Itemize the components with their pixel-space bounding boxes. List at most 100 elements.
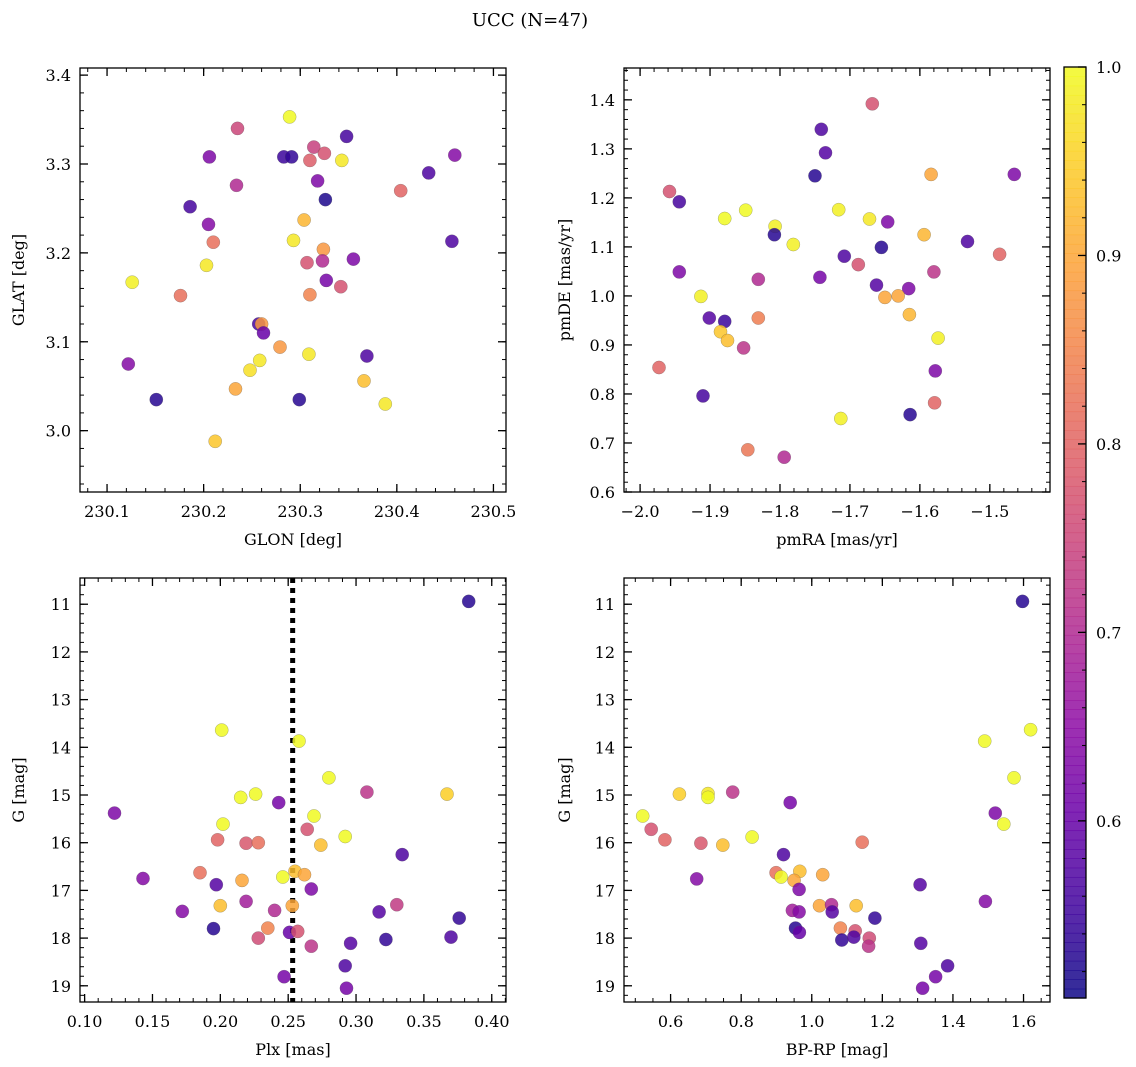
scatter-point — [878, 290, 892, 305]
scatter-point — [825, 905, 840, 919]
scatter-point — [725, 785, 740, 799]
x-tick-label: −1.6 — [900, 502, 939, 521]
scatter-point — [865, 97, 880, 111]
y-axis-label: G [mag] — [555, 757, 574, 822]
colorbar-segment — [1064, 755, 1086, 766]
y-tick-label: 18 — [51, 929, 71, 948]
colorbar-segment — [1064, 420, 1086, 431]
scatter-point — [339, 129, 354, 144]
colorbar-segment — [1064, 672, 1086, 683]
x-tick-label: 230.2 — [181, 502, 227, 521]
x-tick-label: 0.40 — [474, 1012, 510, 1031]
colorbar-segment — [1064, 709, 1086, 720]
scatter-point — [834, 411, 848, 426]
scatter-point — [672, 265, 687, 279]
y-tick-label: 3.2 — [46, 244, 71, 263]
scatter-point — [440, 787, 454, 801]
scatter-point — [252, 353, 267, 368]
colorbar-segment — [1064, 253, 1086, 264]
scatter-point — [357, 374, 371, 388]
x-tick-label: −1.7 — [831, 502, 870, 521]
scatter-point — [303, 153, 317, 168]
scatter-point — [927, 265, 941, 279]
scatter-point — [251, 835, 266, 850]
scatter-point — [868, 911, 882, 925]
colorbar-segment — [1064, 188, 1086, 198]
panel-plx-g: 0.10 0.15 0.20 0.25 0.30 0.35 0.40 11 12 13 14 15 16… — [51, 577, 510, 1031]
scatter-point — [267, 903, 282, 918]
colorbar-segment — [1064, 988, 1086, 999]
x-axis-label: GLON [deg] — [244, 530, 342, 549]
scatter-point — [913, 877, 927, 892]
colorbar-segment — [1064, 364, 1086, 375]
scatter-point — [229, 178, 244, 193]
colorbar-segment — [1064, 802, 1086, 813]
y-tick-label: 16 — [595, 834, 615, 853]
scatter-point — [917, 227, 931, 242]
colorbar-segment — [1064, 681, 1086, 692]
colorbar-segment — [1064, 932, 1086, 943]
colorbar-segment — [1064, 569, 1086, 580]
scatter-point — [292, 392, 307, 407]
scatter-point — [136, 871, 150, 886]
scatter-point — [202, 150, 217, 164]
scatter-point — [343, 936, 358, 951]
scatter-point — [285, 898, 300, 913]
colorbar-segment — [1064, 923, 1086, 934]
y-axis-label: GLAT [deg] — [9, 234, 28, 326]
x-axis-label: Plx [mas] — [255, 1040, 330, 1059]
y-tick-label: 15 — [595, 786, 615, 805]
colorbar-segment — [1064, 644, 1086, 655]
x-tick-label: 0.8 — [728, 1012, 753, 1031]
y-tick-label: 1.2 — [590, 189, 615, 208]
colorbar-segment — [1064, 411, 1086, 422]
colorbar-segment — [1064, 67, 1086, 77]
colorbar-segment — [1064, 876, 1086, 887]
colorbar-segment — [1064, 160, 1086, 171]
colorbar-segment — [1064, 402, 1086, 413]
scatter-point — [940, 959, 955, 973]
scatter-point — [421, 166, 436, 180]
colorbar-segment — [1064, 178, 1086, 189]
scatter-point — [216, 817, 230, 831]
scatter-point — [977, 734, 992, 748]
colorbar: 0.6 0.7 0.8 0.9 1.0 — [1063, 58, 1121, 999]
scatter-point — [209, 877, 224, 892]
colorbar-segment — [1064, 690, 1086, 701]
scatter-point — [395, 847, 410, 862]
x-tick-label: 1.6 — [1011, 1012, 1036, 1031]
scatter-point — [149, 392, 164, 407]
y-tick-label: 1.1 — [590, 238, 615, 257]
x-axis-label: BP-RP [mag] — [786, 1040, 888, 1059]
colorbar-segment — [1064, 914, 1086, 925]
scatter-point — [175, 904, 190, 919]
scatter-point — [338, 829, 353, 844]
x-tick-label: −1.8 — [761, 502, 800, 521]
colorbar-segment — [1064, 523, 1086, 534]
scatter-point — [751, 311, 766, 325]
x-tick-label: 0.6 — [658, 1012, 683, 1031]
scatter-point — [849, 898, 864, 913]
scatter-point — [193, 865, 207, 880]
scatter-point — [915, 981, 930, 996]
scatter-point — [389, 897, 404, 912]
scatter-point — [786, 237, 801, 252]
scatter-point — [339, 981, 354, 996]
figure-title: UCC (N=47) — [472, 10, 588, 31]
colorbar-segment — [1064, 271, 1086, 282]
colorbar-segment — [1064, 262, 1086, 273]
x-tick-label: 230.3 — [277, 502, 323, 521]
scatter-point — [282, 110, 297, 124]
scatter-point — [818, 145, 833, 160]
colorbar-segment — [1064, 225, 1086, 236]
colorbar-segment — [1064, 504, 1086, 515]
scatter-point — [243, 363, 257, 378]
x-tick-label: 0.25 — [270, 1012, 306, 1031]
scatter-point — [300, 822, 315, 837]
colorbar-segment — [1064, 616, 1086, 627]
scatter-point — [206, 235, 221, 249]
scatter-point — [173, 288, 188, 303]
colorbar-segment — [1064, 830, 1086, 841]
scatter-point — [233, 790, 248, 805]
y-tick-label: 1.0 — [590, 287, 615, 306]
